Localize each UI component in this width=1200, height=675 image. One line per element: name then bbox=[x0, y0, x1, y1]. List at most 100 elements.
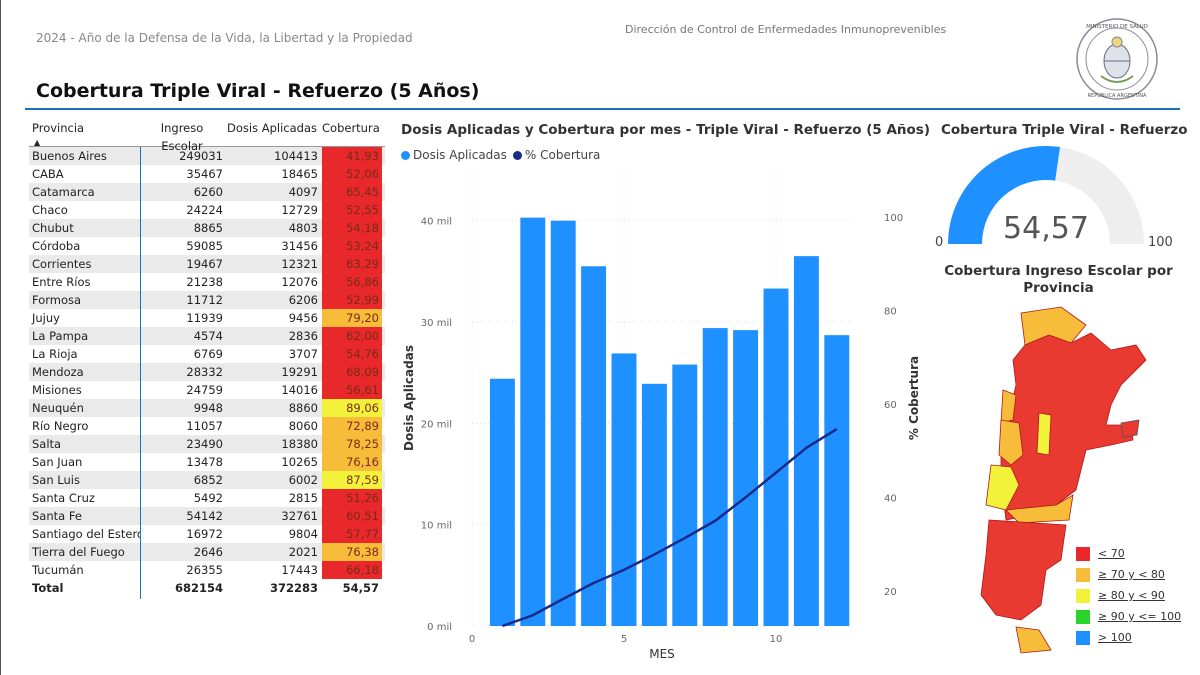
table-row[interactable]: Entre Ríos 21238 12076 56,86 bbox=[29, 273, 385, 291]
map-legend-label: ≥ 70 y < 80 bbox=[1098, 568, 1165, 581]
table-row[interactable]: Jujuy 11939 9456 79,20 bbox=[29, 309, 385, 327]
cell-cobertura: 51,26 bbox=[322, 489, 382, 507]
map-legend-item[interactable]: < 70 bbox=[1076, 543, 1181, 564]
map-region-patagonia[interactable] bbox=[980, 519, 1067, 621]
cell-dosis: 32761 bbox=[281, 509, 318, 523]
bar-month-9[interactable] bbox=[733, 330, 759, 626]
cell-ingreso: 28332 bbox=[186, 365, 223, 379]
bar-month-2[interactable] bbox=[520, 217, 546, 627]
map-legend-item[interactable]: ≥ 80 y < 90 bbox=[1076, 585, 1181, 606]
cell-ingreso: 24224 bbox=[186, 203, 223, 217]
bar-month-6[interactable] bbox=[641, 383, 667, 626]
map-region-san-juan[interactable] bbox=[998, 419, 1024, 466]
column-header-ingreso[interactable]: Ingreso Escolar bbox=[160, 121, 204, 153]
bar-month-10[interactable] bbox=[763, 288, 789, 626]
cell-provincia: Río Negro bbox=[29, 417, 141, 435]
sort-ascending-icon[interactable]: ▲ bbox=[34, 138, 41, 147]
map-legend-item[interactable]: ≥ 90 y <= 100 bbox=[1076, 606, 1181, 627]
column-header-cobertura[interactable]: Cobertura bbox=[322, 121, 380, 135]
table-row[interactable]: Catamarca 6260 4097 65,45 bbox=[29, 183, 385, 201]
cell-dosis: 8860 bbox=[288, 401, 318, 415]
cell-provincia: Tucumán bbox=[29, 561, 141, 579]
cell-cobertura: 54,76 bbox=[322, 345, 382, 363]
table-row[interactable]: Tierra del Fuego 2646 2021 76,38 bbox=[29, 543, 385, 561]
bar-month-3[interactable] bbox=[550, 220, 576, 626]
y-tick-label: 0 mil bbox=[427, 622, 452, 633]
table-row[interactable]: Neuquén 9948 8860 89,06 bbox=[29, 399, 385, 417]
column-header-dosis[interactable]: Dosis Aplicadas bbox=[227, 121, 317, 135]
cell-ingreso: 19467 bbox=[186, 257, 223, 271]
cell-ingreso: 8865 bbox=[193, 221, 223, 235]
table-row[interactable]: Santa Fe 54142 32761 60,51 bbox=[29, 507, 385, 525]
table-row[interactable]: Mendoza 28332 19291 68,09 bbox=[29, 363, 385, 381]
x-axis-label: MES bbox=[649, 647, 675, 661]
bar-month-1[interactable] bbox=[489, 378, 515, 626]
cell-provincia: La Pampa bbox=[29, 327, 141, 345]
cell-cobertura: 52,99 bbox=[322, 291, 382, 309]
table-row[interactable]: Corrientes 19467 12321 63,29 bbox=[29, 255, 385, 273]
legend-item-cobertura[interactable]: % Cobertura bbox=[512, 148, 600, 162]
cell-ingreso: 16972 bbox=[186, 527, 223, 541]
table-row[interactable]: Chubut 8865 4803 54,18 bbox=[29, 219, 385, 237]
map-legend: < 70 ≥ 70 y < 80 ≥ 80 y < 90 ≥ 90 y <= 100 >… bbox=[1076, 543, 1181, 648]
coverage-line[interactable] bbox=[501, 428, 838, 628]
cell-ingreso: 59085 bbox=[186, 239, 223, 253]
bar-month-4[interactable] bbox=[581, 266, 607, 626]
header-motto: 2024 - Año de la Defensa de la Vida, la … bbox=[36, 31, 413, 45]
total-dosis: 372283 bbox=[269, 581, 318, 595]
cell-dosis: 2815 bbox=[288, 491, 318, 505]
table-row[interactable]: Córdoba 59085 31456 53,24 bbox=[29, 237, 385, 255]
legend-item-dosis[interactable]: Dosis Aplicadas bbox=[401, 148, 507, 162]
map-legend-item[interactable]: > 100 bbox=[1076, 627, 1181, 648]
cell-dosis: 6002 bbox=[288, 473, 318, 487]
table-row[interactable]: La Pampa 4574 2836 62,00 bbox=[29, 327, 385, 345]
cell-dosis: 8060 bbox=[288, 419, 318, 433]
table-row[interactable]: Buenos Aires 249031 104413 41,93 bbox=[29, 147, 385, 165]
map-region-san-luis[interactable] bbox=[1036, 412, 1052, 456]
table-row[interactable]: San Luis 6852 6002 87,59 bbox=[29, 471, 385, 489]
seal-text-bottom: REPÚBLICA ARGENTINA bbox=[1088, 92, 1147, 99]
cell-provincia: La Rioja bbox=[29, 345, 141, 363]
cell-provincia: Salta bbox=[29, 435, 141, 453]
column-header-provincia[interactable]: Provincia bbox=[32, 121, 85, 135]
bar-month-8[interactable] bbox=[702, 328, 728, 626]
cell-ingreso: 54142 bbox=[186, 509, 223, 523]
table-row[interactable]: Río Negro 11057 8060 72,89 bbox=[29, 417, 385, 435]
map-region-tierra-del-fuego[interactable] bbox=[1015, 626, 1052, 654]
cell-cobertura: 54,18 bbox=[322, 219, 382, 237]
map-region-caba-inset[interactable] bbox=[1120, 419, 1140, 438]
legend-swatch-icon bbox=[1076, 630, 1090, 645]
cell-cobertura: 72,89 bbox=[322, 417, 382, 435]
bar-month-5[interactable] bbox=[611, 353, 637, 626]
table-row[interactable]: La Rioja 6769 3707 54,76 bbox=[29, 345, 385, 363]
map-region-catamarca[interactable] bbox=[1000, 389, 1017, 424]
gauge-fill[interactable] bbox=[948, 146, 1061, 244]
table-row[interactable]: Santiago del Estero 16972 9804 57,77 bbox=[29, 525, 385, 543]
table-row[interactable]: Santa Cruz 5492 2815 51,26 bbox=[29, 489, 385, 507]
cell-dosis: 31456 bbox=[281, 239, 318, 253]
argentina-province-map[interactable] bbox=[961, 305, 1161, 660]
legend-swatch-icon bbox=[1076, 588, 1090, 603]
cell-provincia: CABA bbox=[29, 165, 141, 183]
cell-provincia: San Juan bbox=[29, 453, 141, 471]
table-row[interactable]: Misiones 24759 14016 56,61 bbox=[29, 381, 385, 399]
table-row[interactable]: Formosa 11712 6206 52,99 bbox=[29, 291, 385, 309]
map-region-neuquen[interactable] bbox=[985, 464, 1020, 511]
table-row[interactable]: Tucumán 26355 17443 66,18 bbox=[29, 561, 385, 579]
bar-month-7[interactable] bbox=[672, 364, 698, 626]
cell-ingreso: 249031 bbox=[179, 149, 223, 163]
table-row[interactable]: Salta 23490 18380 78,25 bbox=[29, 435, 385, 453]
bar-month-11[interactable] bbox=[793, 256, 819, 626]
table-row[interactable]: San Juan 13478 10265 76,16 bbox=[29, 453, 385, 471]
cell-cobertura: 63,29 bbox=[322, 255, 382, 273]
cell-cobertura: 89,06 bbox=[322, 399, 382, 417]
table-row[interactable]: Chaco 24224 12729 52,55 bbox=[29, 201, 385, 219]
cell-dosis: 12321 bbox=[281, 257, 318, 271]
coverage-table: Provincia Ingreso Escolar Dosis Aplicada… bbox=[29, 117, 385, 599]
map-legend-item[interactable]: ≥ 70 y < 80 bbox=[1076, 564, 1181, 585]
map-region-rio-negro[interactable] bbox=[1005, 494, 1074, 524]
bar-month-12[interactable] bbox=[824, 335, 850, 626]
table-row[interactable]: CABA 35467 18465 52,06 bbox=[29, 165, 385, 183]
cell-provincia: Chaco bbox=[29, 201, 141, 219]
cell-dosis: 17443 bbox=[281, 563, 318, 577]
